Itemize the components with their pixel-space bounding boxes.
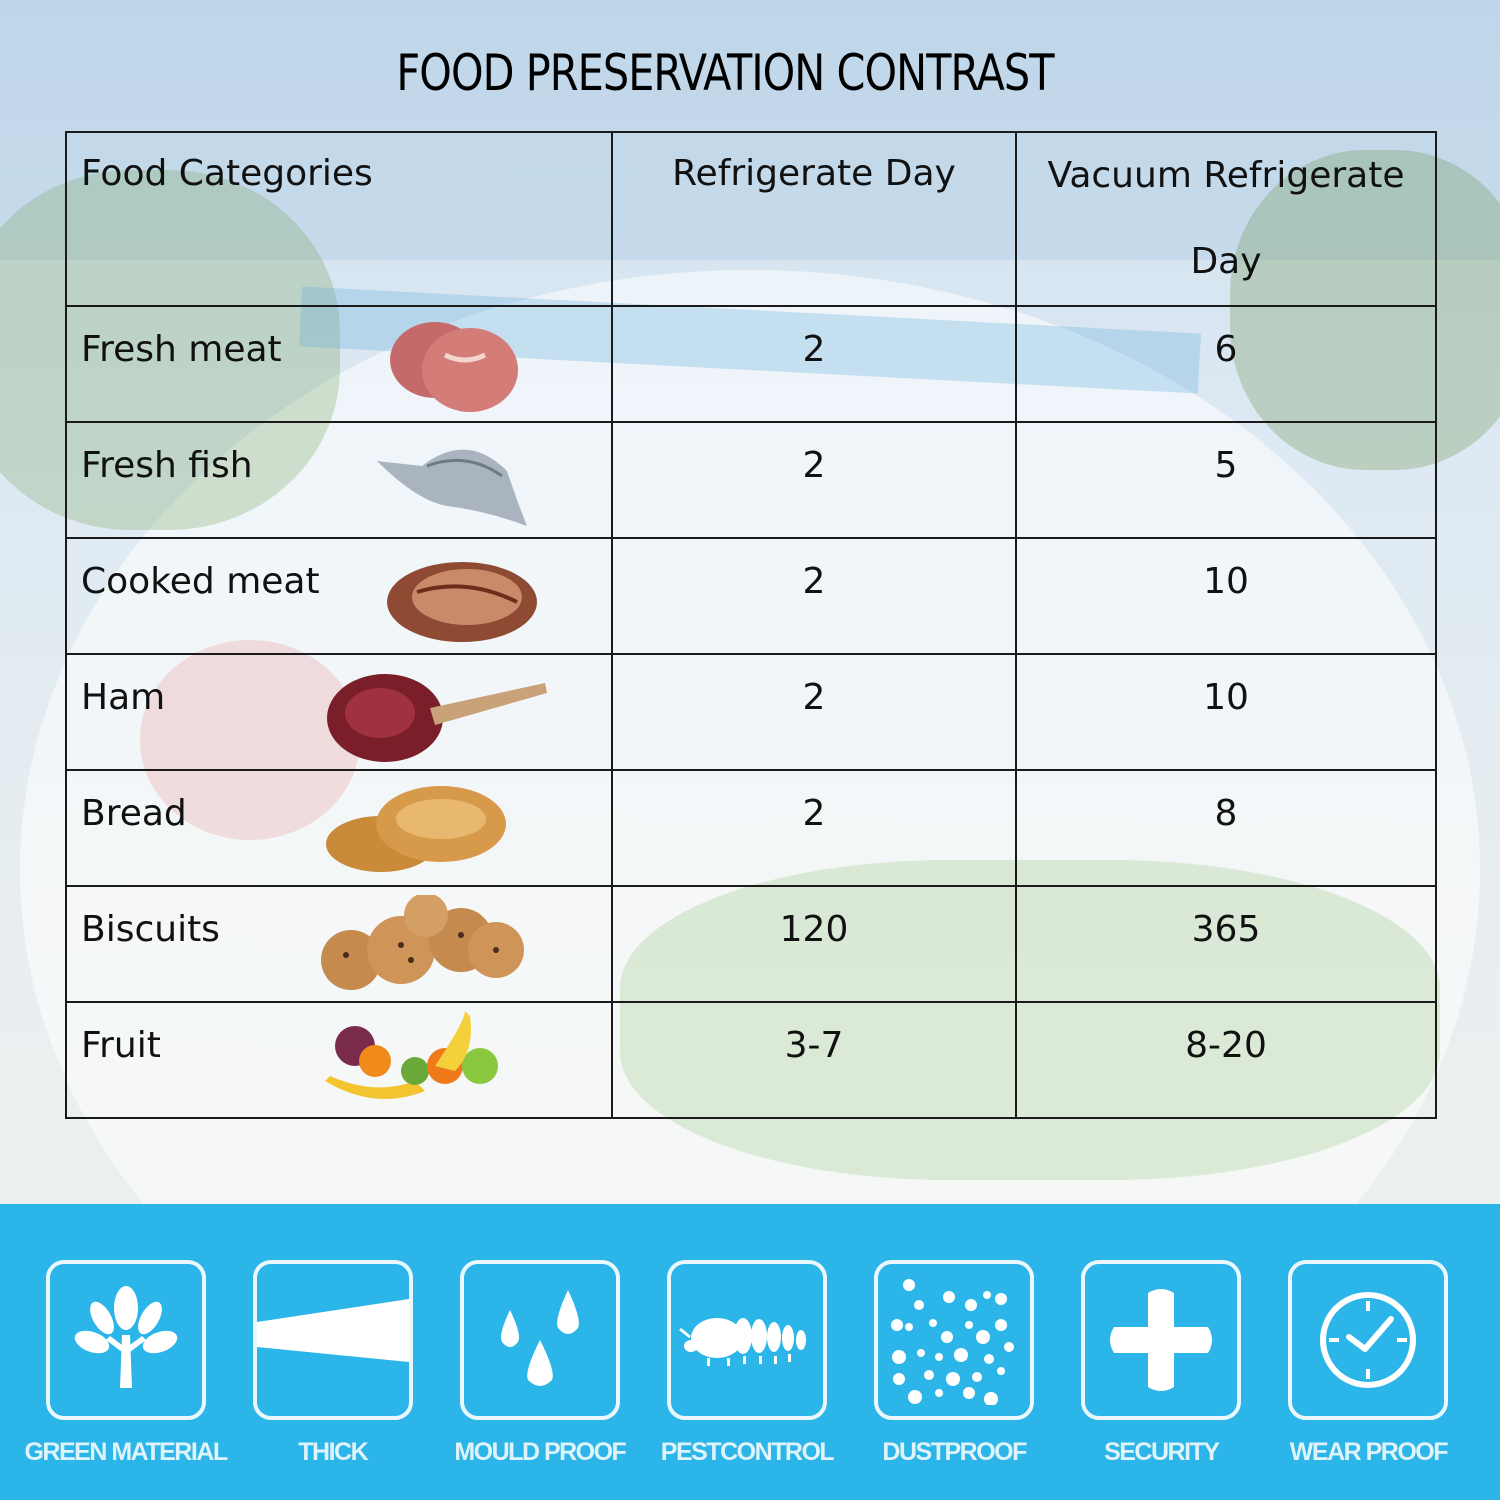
feature-security: SECURITY	[1058, 1204, 1265, 1500]
fresh-meat-image	[390, 322, 518, 412]
clock-icon	[1320, 1292, 1417, 1388]
fruit-image	[325, 1011, 498, 1099]
category-label: Fresh meat	[81, 329, 282, 370]
dust-dots-icon	[891, 1279, 1015, 1405]
bread-image	[326, 786, 506, 872]
refrigerate-value: 2	[611, 653, 1017, 771]
water-drops-icon	[500, 1290, 579, 1386]
feature-label: MOULD PROOF	[454, 1438, 627, 1466]
preservation-table: Food Categories Refrigerate Day Vacuum R…	[65, 131, 1437, 1119]
refrigerate-value: 2	[611, 537, 1017, 655]
refrigerate-value: 2	[611, 769, 1017, 887]
refrigerate-value: 2	[611, 305, 1017, 423]
feature-thick: THICK	[229, 1204, 436, 1500]
category-label: Ham	[81, 677, 166, 718]
category-label: Bread	[81, 793, 187, 834]
feature-mould-proof: MOULD PROOF	[436, 1204, 643, 1500]
table-row: Cooked meat 2 10	[65, 537, 1437, 655]
table-row: Biscuits 120 365	[65, 885, 1437, 1003]
biscuits-image	[321, 895, 524, 990]
bug-larva-icon	[678, 1318, 806, 1366]
feature-label: DUSTPROOF	[882, 1438, 1027, 1466]
category-label: Biscuits	[81, 909, 220, 950]
page-title: FOOD PRESERVATION CONTRAST	[396, 44, 1054, 102]
feature-label: GREEN MATERIAL	[24, 1438, 228, 1466]
header-food-categories: Food Categories	[65, 131, 613, 307]
vacuum-value: 6	[1015, 305, 1437, 423]
category-label: Fresh fish	[81, 445, 253, 486]
feature-wear-proof: WEAR PROOF	[1265, 1204, 1472, 1500]
vacuum-value: 10	[1015, 653, 1437, 771]
feature-pest-control: PESTCONTROL	[643, 1204, 850, 1500]
vacuum-value: 8	[1015, 769, 1437, 887]
fresh-fish-image	[377, 449, 527, 526]
feature-dustproof: DUSTPROOF	[851, 1204, 1058, 1500]
header-vacuum-line2: Day	[1190, 241, 1262, 282]
thick-layer-icon	[256, 1299, 409, 1362]
table-row: Fresh meat 2 6	[65, 305, 1437, 423]
features-banner: GREEN MATERIAL THICK MOULD PROOF PESTCON…	[0, 1204, 1500, 1500]
refrigerate-value: 3-7	[611, 1001, 1017, 1119]
table-row: Bread 2 8	[65, 769, 1437, 887]
header-refrigerate-day: Refrigerate Day	[611, 131, 1017, 307]
header-vacuum-line1: Vacuum Refrigerate	[1047, 155, 1405, 196]
feature-label: WEAR PROOF	[1289, 1438, 1449, 1466]
table-row: Ham 2 10	[65, 653, 1437, 771]
feature-label: THICK	[298, 1438, 368, 1466]
vacuum-value: 365	[1015, 885, 1437, 1003]
header-vacuum-refrigerate-day: Vacuum Refrigerate Day	[1015, 131, 1437, 307]
ham-image	[327, 674, 547, 762]
vacuum-value: 5	[1015, 421, 1437, 539]
tree-icon	[74, 1286, 177, 1388]
refrigerate-value: 2	[611, 421, 1017, 539]
category-label: Fruit	[81, 1025, 161, 1066]
vacuum-value: 10	[1015, 537, 1437, 655]
feature-label: PESTCONTROL	[660, 1438, 835, 1466]
category-label: Cooked meat	[81, 561, 320, 602]
feature-label: SECURITY	[1104, 1438, 1220, 1466]
table-row: Fresh fish 2 5	[65, 421, 1437, 539]
plus-cross-icon	[1110, 1289, 1213, 1391]
vacuum-value: 8-20	[1015, 1001, 1437, 1119]
feature-green-material: GREEN MATERIAL	[22, 1204, 229, 1500]
table-row: Fruit 3-7 8-20	[65, 1001, 1437, 1119]
cooked-meat-image	[387, 562, 537, 642]
table-header-row: Food Categories Refrigerate Day Vacuum R…	[65, 131, 1437, 307]
refrigerate-value: 120	[611, 885, 1017, 1003]
